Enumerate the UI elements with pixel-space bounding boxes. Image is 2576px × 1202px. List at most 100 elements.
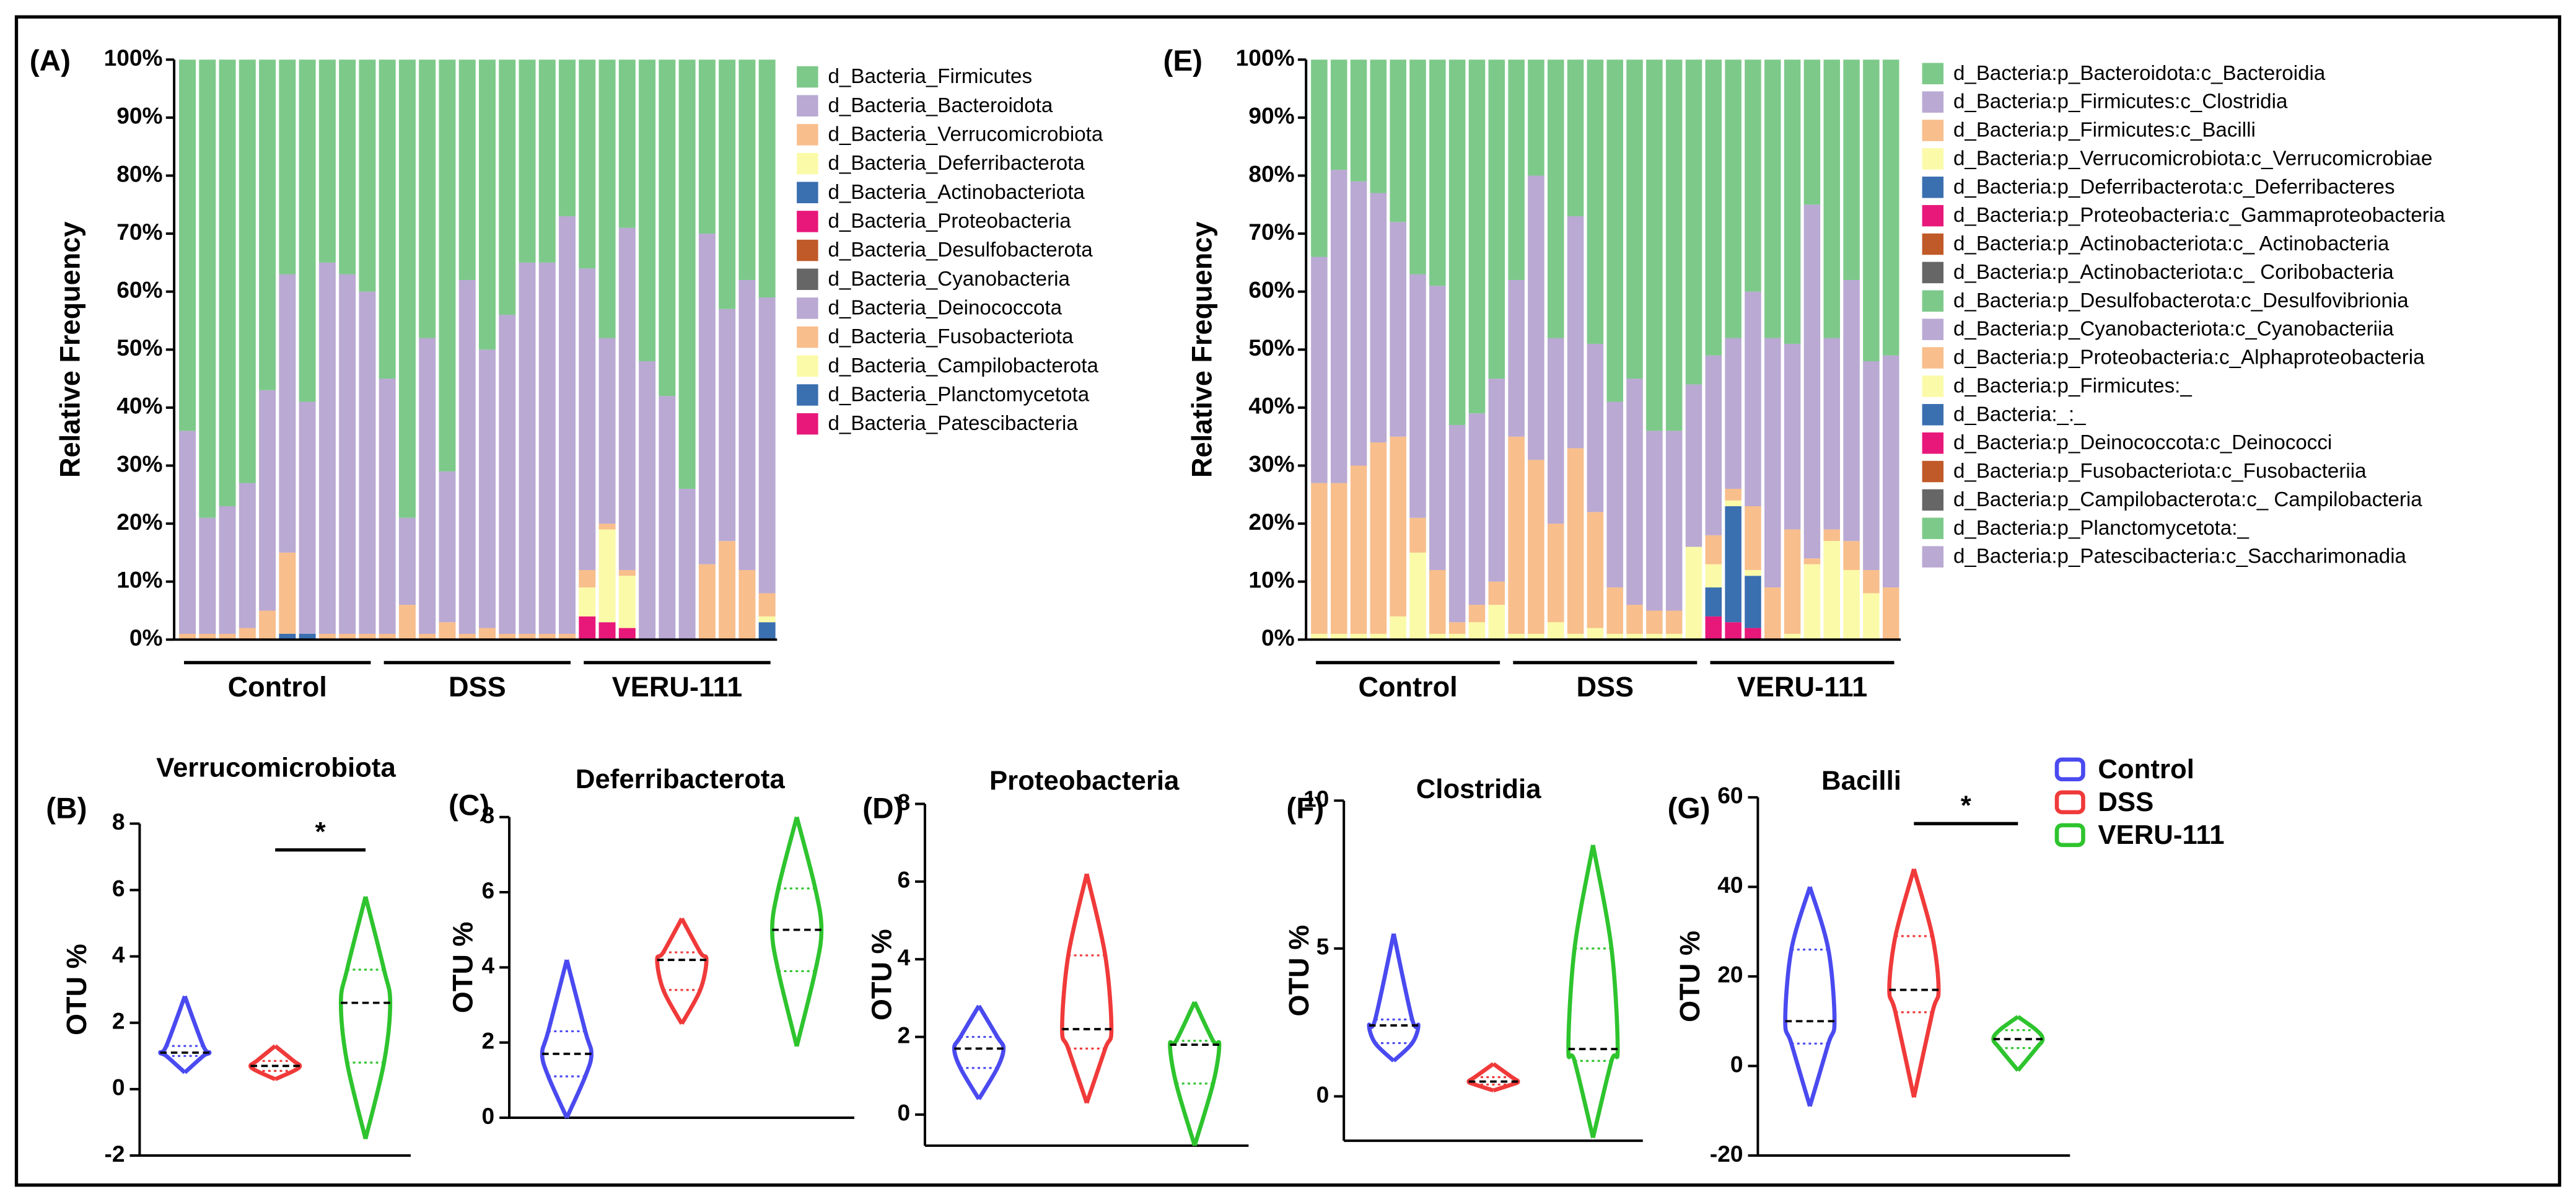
legend-swatch	[1922, 404, 1944, 426]
bar-segment	[1528, 633, 1544, 640]
group-label: DSS	[449, 671, 506, 703]
legend-swatch	[1922, 233, 1944, 255]
bar-segment	[719, 309, 736, 542]
bar-segment	[719, 59, 736, 309]
bar-segment	[1665, 59, 1683, 431]
bar-segment	[1508, 279, 1525, 437]
bar-segment	[639, 59, 656, 361]
y-tick-label: 2	[482, 1027, 495, 1053]
bar-segment	[1764, 59, 1781, 338]
legend-label: d_Bacteria:_:_	[1953, 403, 2086, 426]
y-tick-label: 70%	[1248, 219, 1294, 245]
legend-swatch	[1922, 546, 1944, 568]
bar-segment	[1764, 338, 1781, 588]
y-tick-label: -2	[105, 1141, 125, 1167]
legend-label: Control	[2098, 754, 2194, 784]
legend-label: d_Bacteria:p_Campilobacterota:c_ Campilo…	[1953, 488, 2422, 511]
bar-segment	[1468, 605, 1486, 623]
bar-segment	[1764, 587, 1781, 640]
bar-segment	[1468, 413, 1486, 605]
group-label: Control	[228, 671, 327, 703]
bar-segment	[1370, 193, 1387, 443]
bar-segment	[1725, 488, 1741, 501]
bar-segment	[419, 633, 436, 640]
bar-segment	[179, 431, 196, 634]
bar-segment	[519, 633, 536, 640]
legend-label: d_Bacteria:p_Actinobacteriota:c_ Coribob…	[1953, 261, 2394, 284]
legend-swatch	[797, 124, 818, 146]
bar-segment	[698, 234, 716, 564]
bar-segment	[1745, 576, 1761, 628]
bar-segment	[439, 622, 456, 640]
bar-segment	[1488, 605, 1505, 640]
bar-segment	[359, 633, 376, 640]
bar-segment	[1547, 338, 1564, 524]
bar-segment	[618, 576, 636, 628]
bar-segment	[1370, 59, 1387, 193]
legend-label: d_Bacteria:p_Bacteroidota:c_Bacteroidia	[1953, 62, 2326, 85]
panel-label: (G)	[1668, 792, 1711, 825]
bar-segment	[299, 633, 316, 640]
panel-title: Verrucomicrobiota	[156, 752, 396, 783]
y-axis-label: OTU %	[866, 929, 898, 1020]
bar-segment	[478, 628, 496, 640]
y-tick-label: 40%	[1248, 393, 1294, 419]
legend-label: DSS	[2098, 787, 2153, 817]
bar-segment	[1745, 569, 1761, 576]
legend-label: d_Bacteria_Bacteroidota	[828, 94, 1053, 117]
panel-title: Deferribacterota	[576, 764, 786, 794]
bar-segment	[219, 633, 236, 640]
bar-segment	[1745, 506, 1761, 570]
legend-label: d_Bacteria_Fusobacteriota	[828, 325, 1074, 348]
bar-segment	[758, 593, 776, 616]
legend-swatch	[797, 326, 818, 348]
bar-segment	[1488, 581, 1505, 605]
bar-segment	[1508, 436, 1525, 634]
bar-segment	[738, 59, 756, 280]
bar-segment	[279, 552, 296, 634]
bar-segment	[1409, 274, 1426, 518]
bar-segment	[1665, 610, 1683, 634]
bar-segment	[398, 59, 416, 518]
panel-label: (B)	[46, 792, 87, 825]
legend-swatch	[797, 268, 818, 291]
legend-swatch	[797, 95, 818, 116]
legend-label: d_Bacteria:p_Firmicutes:_	[1953, 374, 2192, 397]
bar-segment	[1528, 175, 1544, 460]
bar-segment	[1823, 529, 1840, 542]
y-tick-label: 4	[482, 952, 495, 978]
legend-label: d_Bacteria_Deinococcota	[828, 297, 1062, 320]
bar-segment	[419, 338, 436, 634]
legend-label: d_Bacteria_Deferribacterota	[828, 152, 1085, 175]
bar-segment	[1725, 500, 1741, 507]
y-tick-label: 50%	[116, 335, 162, 361]
y-tick-label: 100%	[1236, 45, 1295, 71]
legend-label: d_Bacteria:p_Firmicutes:c_Bacilli	[1953, 119, 2256, 142]
legend-swatch	[2054, 790, 2085, 815]
y-tick-label: 60	[1717, 783, 1743, 809]
bar-segment	[1646, 431, 1663, 611]
legend-label: d_Bacteria:p_Fusobacteriota:c_Fusobacter…	[1953, 460, 2367, 483]
bar-segment	[1587, 343, 1604, 512]
bar-segment	[458, 633, 476, 640]
bar-segment	[559, 59, 576, 216]
y-tick-label: 100%	[104, 45, 163, 71]
legend-swatch	[797, 182, 818, 204]
violin	[1783, 886, 1837, 1107]
y-axis-label: OTU %	[447, 921, 478, 1013]
bar-segment	[1587, 628, 1604, 640]
bar-segment	[1685, 384, 1702, 547]
legend-swatch	[1922, 148, 1944, 170]
bar-segment	[1705, 616, 1722, 640]
bar-segment	[618, 628, 636, 640]
bar-segment	[659, 59, 676, 397]
bar-segment	[1685, 546, 1702, 640]
bar-segment	[1448, 633, 1466, 640]
bar-segment	[439, 59, 456, 472]
legend-label: d_Bacteria_Firmicutes	[828, 65, 1033, 88]
bar-segment	[1311, 59, 1328, 257]
legend-label: d_Bacteria_Actinobacteriota	[828, 181, 1085, 204]
bar-segment	[478, 349, 496, 628]
bar-segment	[738, 279, 756, 570]
